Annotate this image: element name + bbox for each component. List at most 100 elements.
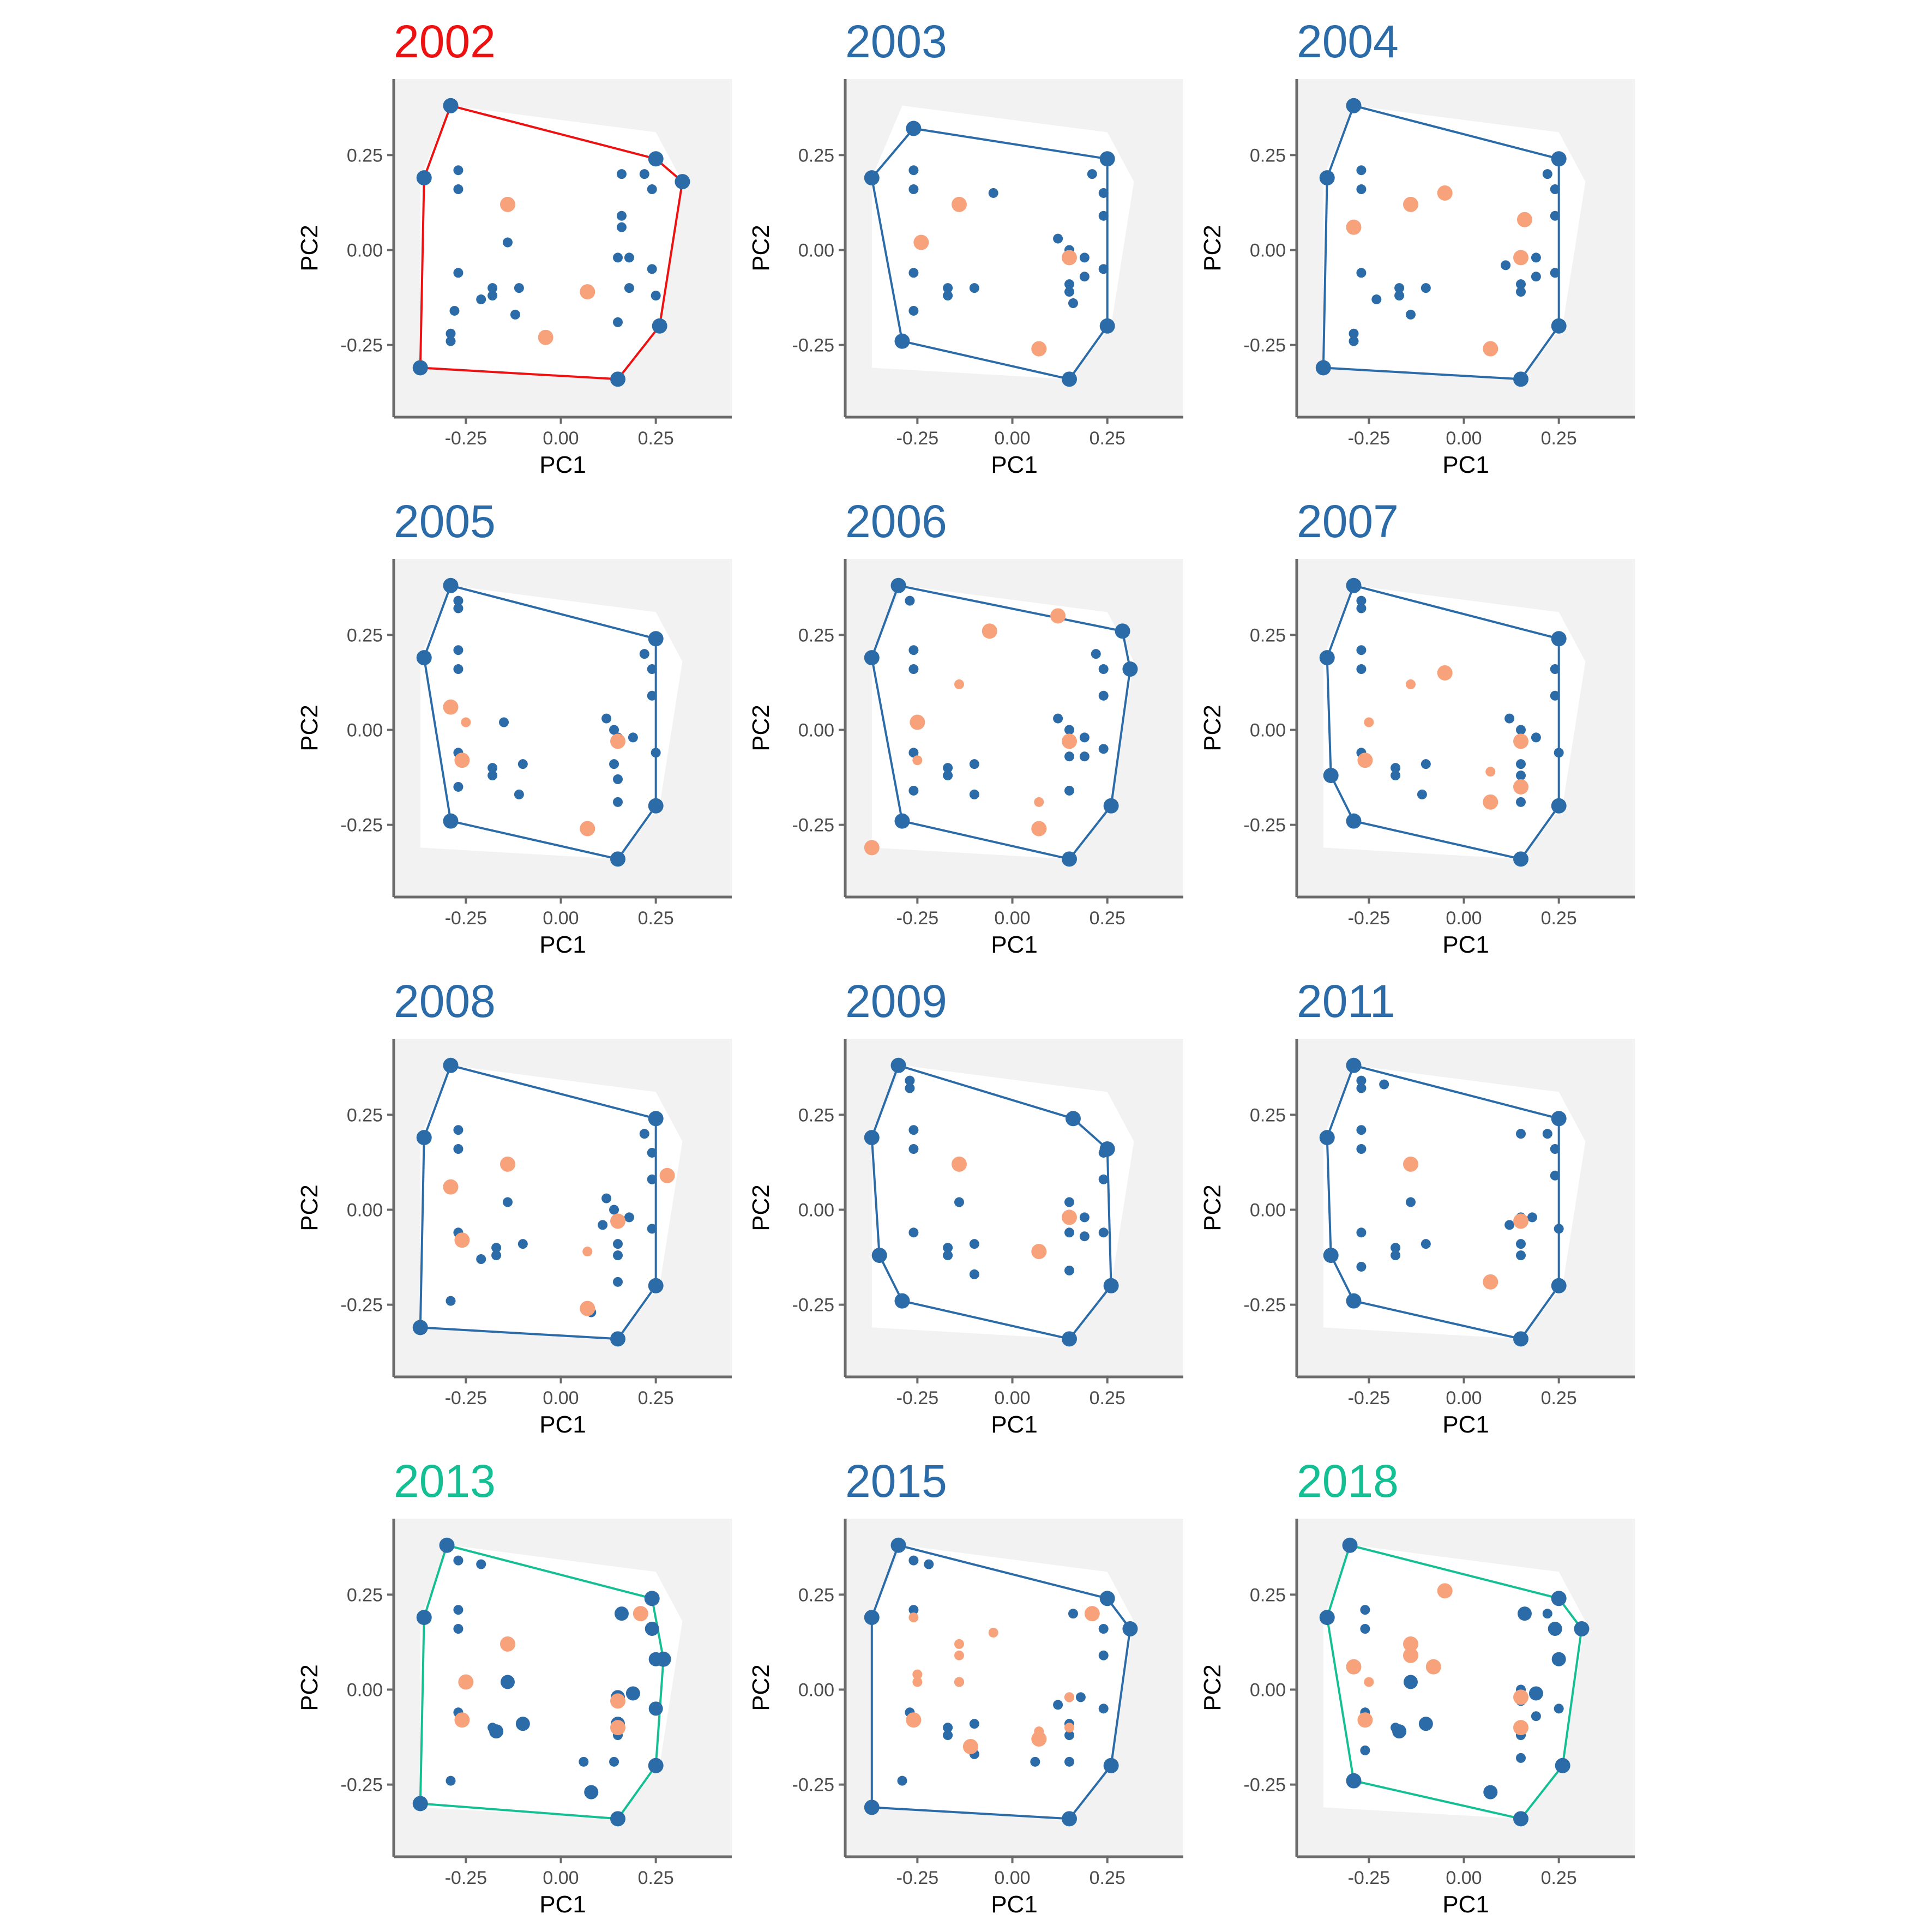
hull-vertex-point [648, 631, 664, 647]
x-tick-label: -0.25 [445, 1388, 487, 1409]
blue-point [453, 1125, 464, 1135]
x-axis-title: PC1 [539, 1891, 586, 1918]
blue-point [613, 797, 623, 807]
large-blue-point [500, 1675, 515, 1689]
hull-vertex-point [1323, 1248, 1339, 1263]
blue-point [476, 294, 486, 305]
orange-point [1031, 1731, 1047, 1747]
y-tick-label: 0.25 [347, 625, 383, 646]
y-axis-title: PC2 [296, 1664, 323, 1711]
blue-point [1098, 1624, 1109, 1634]
blue-point [1554, 1224, 1564, 1234]
y-axis-title: PC2 [748, 705, 774, 751]
hull-vertex-point [1115, 623, 1130, 639]
hull-vertex-point [1323, 768, 1339, 784]
hull-vertex-point [1062, 851, 1078, 867]
blue-point [969, 759, 979, 769]
blue-point [1356, 595, 1367, 606]
orange-point [906, 1712, 922, 1728]
blue-point [613, 252, 623, 263]
orange-point [454, 753, 470, 768]
hull-vertex-point [1551, 151, 1567, 167]
blue-point [1554, 1704, 1564, 1714]
y-tick-label: 0.00 [347, 1680, 383, 1700]
panel-2018: -0.25 0.00 0.25 0.25 0.00 -0.25 PC1 PC2 2018 [1199, 1455, 1635, 1918]
blue-point [446, 336, 456, 346]
hull-vertex-point [1319, 650, 1335, 666]
panel-title: 2009 [845, 976, 947, 1027]
orange-point [1513, 250, 1529, 266]
hull-vertex-point [1551, 1111, 1567, 1127]
blue-point [1064, 1730, 1075, 1741]
blue-point [1542, 1609, 1552, 1619]
x-tick-label: 0.00 [543, 428, 579, 449]
small-orange-point [1405, 679, 1416, 689]
shared-hull-area [420, 1065, 683, 1339]
y-tick-label: 0.00 [1250, 1200, 1286, 1220]
small-orange-point [1364, 717, 1374, 727]
y-axis-title: PC2 [296, 1184, 323, 1231]
blue-point [988, 188, 998, 198]
y-axis-title: PC2 [1199, 705, 1226, 751]
large-blue-point [625, 1686, 640, 1701]
hull-vertex-point [1103, 1278, 1119, 1293]
blue-point [1550, 210, 1560, 221]
hull-vertex-point [890, 1057, 906, 1073]
blue-point [1516, 279, 1526, 290]
blue-point [1360, 1745, 1370, 1755]
small-orange-point [954, 1650, 964, 1660]
blue-point [1405, 309, 1416, 320]
blue-point [613, 317, 623, 327]
blue-point [1554, 748, 1564, 758]
hull-vertex-point [416, 1610, 432, 1626]
y-tick-label: -0.25 [341, 335, 383, 356]
hull-vertex-point [1315, 360, 1331, 376]
blue-point [446, 1296, 456, 1306]
y-tick-label: -0.25 [341, 1295, 383, 1316]
hull-vertex-point [1555, 1758, 1570, 1773]
y-tick-label: -0.25 [792, 1295, 835, 1316]
orange-point [443, 699, 459, 715]
blue-point [1504, 713, 1515, 724]
orange-point [1513, 1689, 1529, 1705]
y-tick-label: 0.00 [1250, 1680, 1286, 1700]
x-tick-label: 0.00 [1446, 908, 1482, 929]
x-tick-label: 0.00 [994, 1868, 1030, 1888]
hull-vertex-point [648, 798, 664, 814]
blue-point [905, 1075, 915, 1086]
blue-point [598, 1220, 608, 1230]
blue-point [487, 1723, 498, 1733]
large-blue-point [1517, 1606, 1532, 1621]
hull-vertex-point [648, 1758, 664, 1773]
blue-point [1356, 184, 1367, 195]
large-blue-point [648, 1652, 663, 1666]
blue-point [969, 1269, 979, 1279]
blue-point [1504, 1220, 1515, 1230]
small-orange-point [954, 1677, 964, 1687]
orange-point [1513, 733, 1529, 749]
orange-point [1084, 1606, 1100, 1622]
x-tick-label: -0.25 [896, 1388, 939, 1409]
hull-vertex-point [1065, 1111, 1081, 1127]
y-tick-label: -0.25 [1244, 815, 1286, 836]
blue-point [943, 291, 953, 301]
panel-title: 2003 [845, 16, 947, 67]
hull-vertex-point [416, 1130, 432, 1146]
shared-hull-area [871, 1065, 1134, 1339]
blue-point [1064, 751, 1075, 762]
hull-vertex-point [412, 1796, 428, 1811]
blue-point [487, 291, 498, 301]
blue-point [908, 1125, 919, 1135]
orange-point [499, 1636, 515, 1652]
blue-point [1391, 1250, 1401, 1261]
blue-point [1531, 1711, 1541, 1722]
y-tick-label: -0.25 [792, 1775, 835, 1796]
blue-point [487, 771, 498, 781]
orange-point [1062, 250, 1078, 266]
panel-2005: -0.25 0.00 0.25 0.25 0.00 -0.25 PC1 PC2 2005 [296, 496, 732, 958]
blue-point [1349, 336, 1359, 346]
hull-vertex-point [1062, 1331, 1078, 1347]
blue-point [453, 645, 464, 655]
blue-point [905, 1083, 915, 1093]
blue-point [1405, 1197, 1416, 1207]
